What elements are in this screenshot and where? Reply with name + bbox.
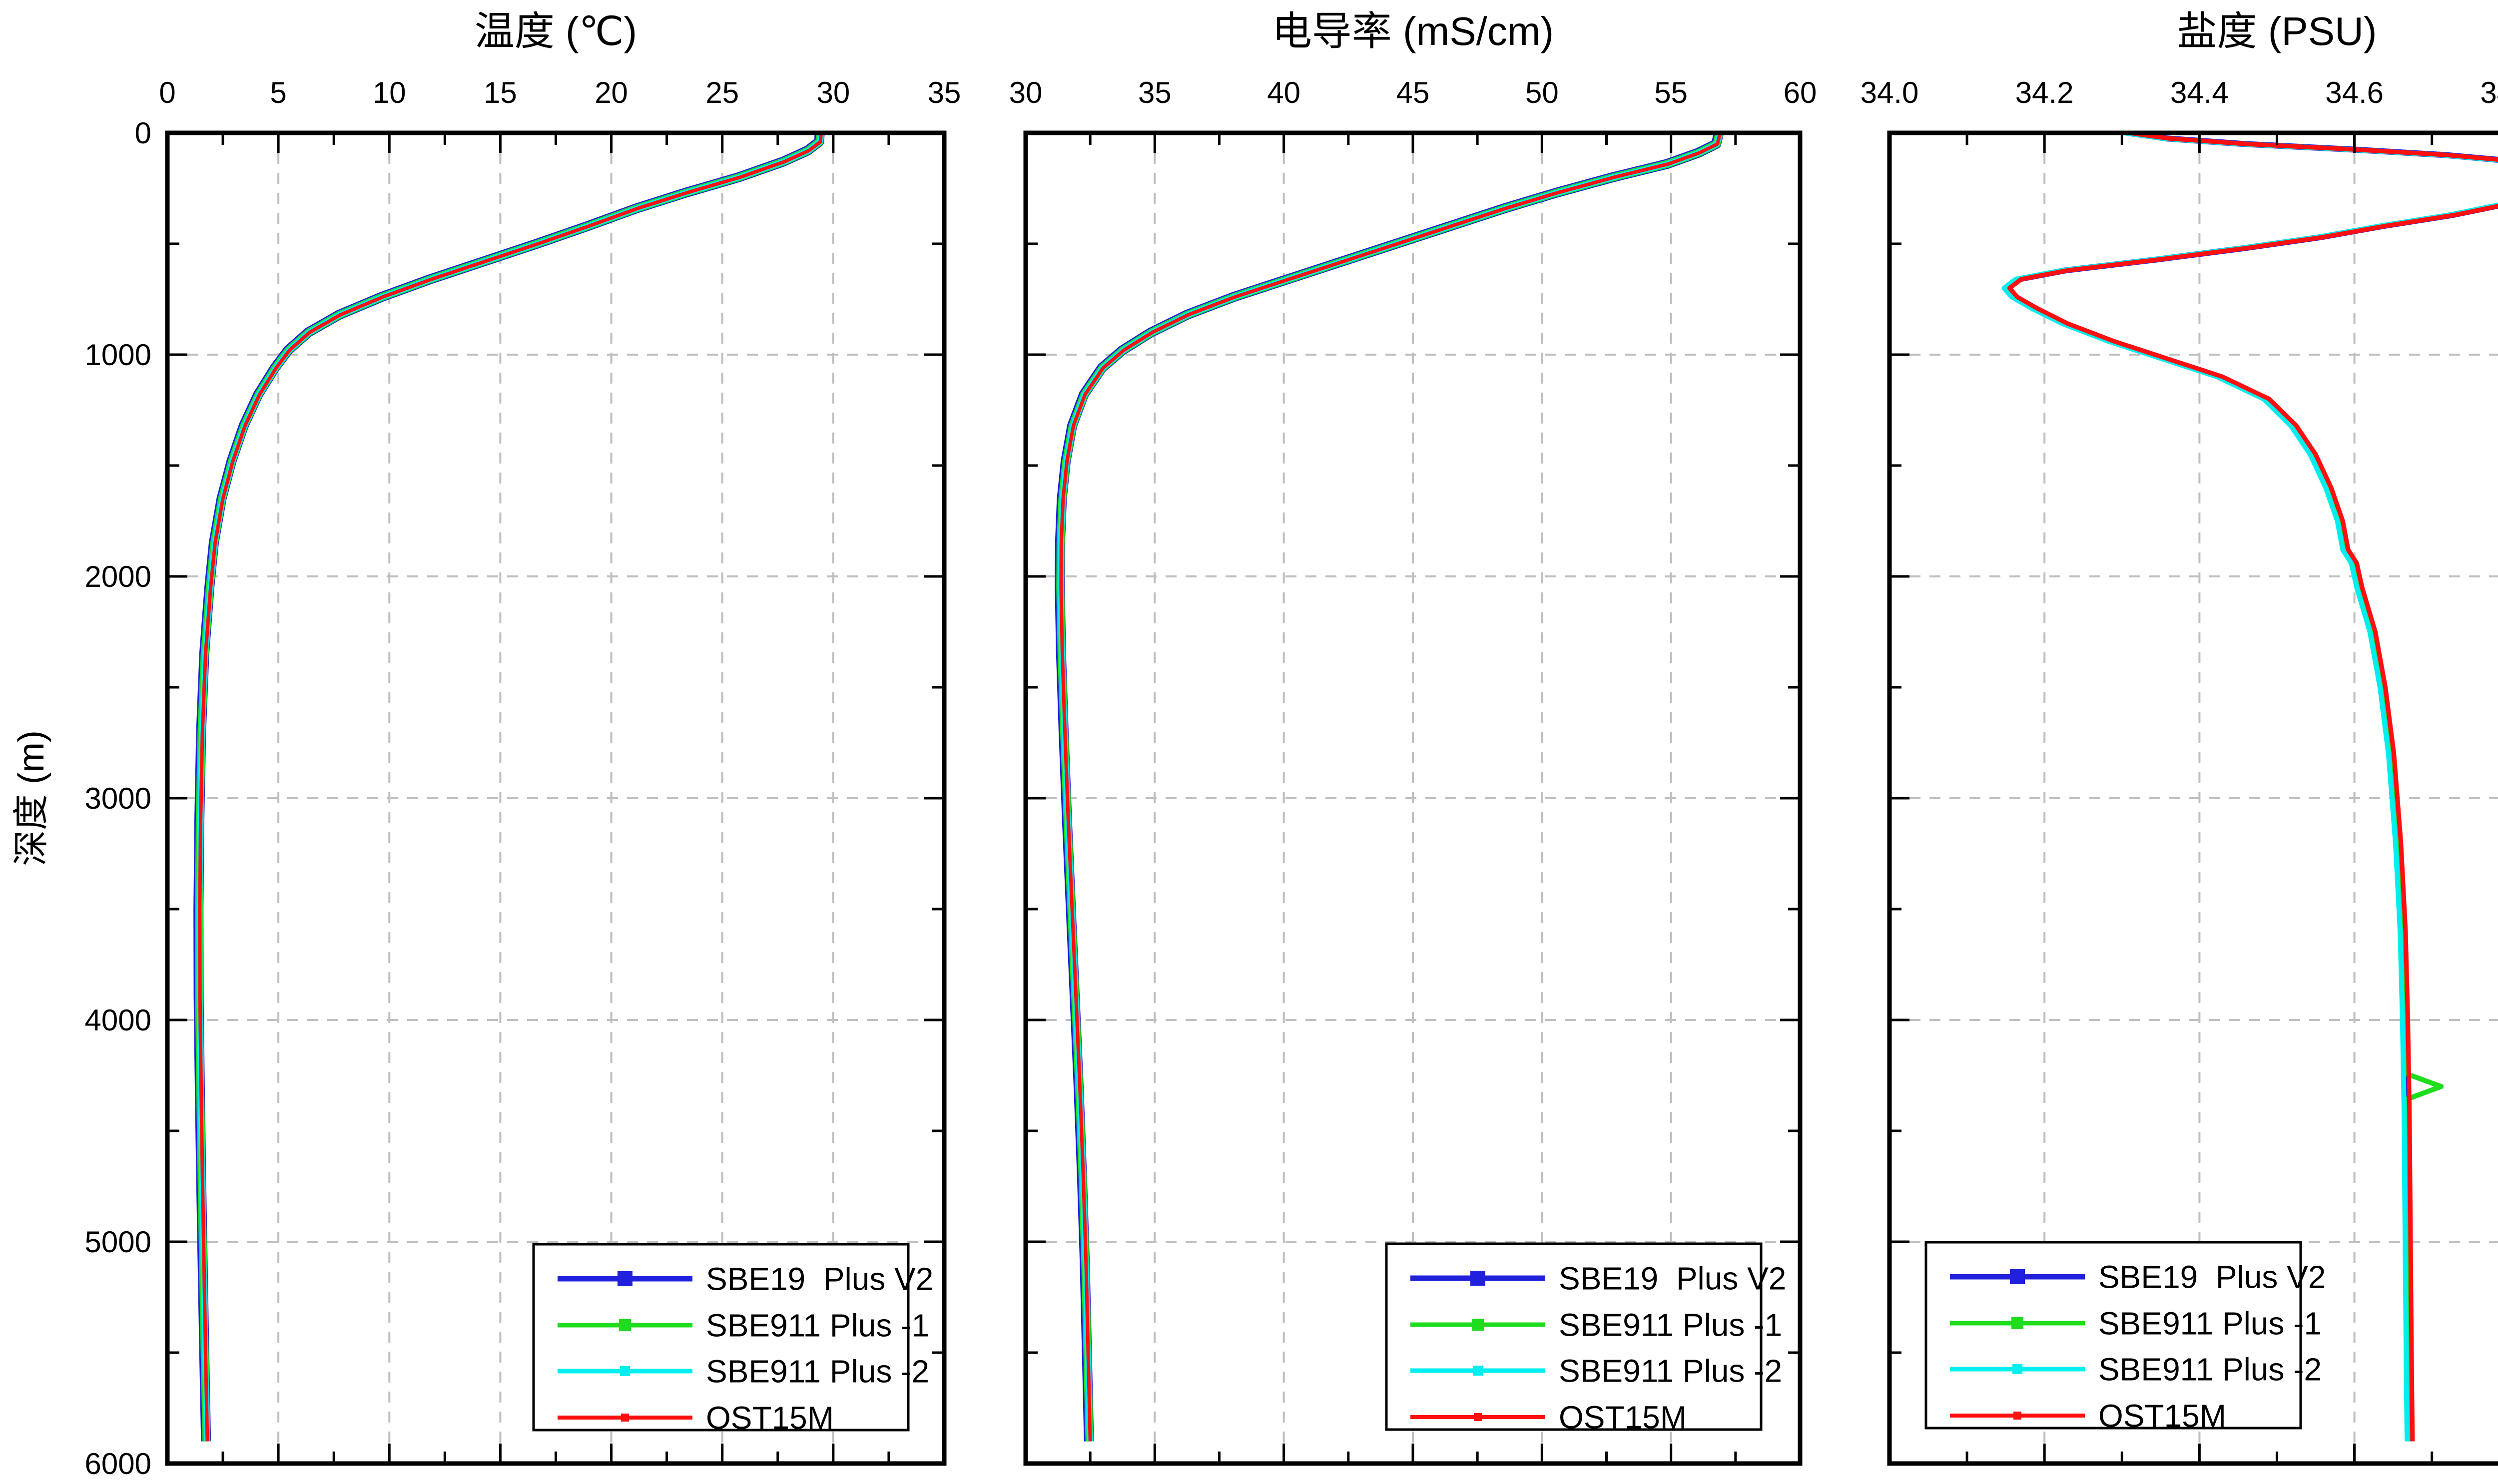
gridlines — [1026, 153, 1800, 1464]
profile-line-sbe911-plus--2 — [2001, 133, 2498, 1442]
x-tick-label: 34.6 — [2325, 76, 2384, 109]
profile-line-ost15m — [198, 133, 823, 1442]
x-tick-label: 34.0 — [1861, 76, 1919, 109]
legend-marker — [1472, 1319, 1484, 1331]
axis-title-1: 温度 (℃) — [475, 9, 637, 53]
x-tick-label: 35 — [928, 76, 961, 109]
legend-marker — [1473, 1366, 1483, 1376]
legend-label: SBE911 Plus -2 — [1559, 1353, 1782, 1389]
legend: SBE19 Plus V2 SBE911 Plus -1 SBE911 Plus -… — [532, 1243, 933, 1436]
legend-marker — [2012, 1364, 2022, 1374]
legend: SBE19 Plus V2 SBE911 Plus -1 SBE911 Plus -… — [1385, 1242, 1786, 1435]
legend-marker — [1470, 1271, 1485, 1286]
x-tick-label: 15 — [484, 76, 517, 109]
legend-marker — [2011, 1317, 2023, 1329]
axis-ticks — [1888, 131, 2434, 1465]
legend-label: SBE911 Plus -1 — [706, 1307, 929, 1343]
legend-marker — [621, 1414, 629, 1422]
x-tick-labels: 30 35 40 45 50 55 60 — [1009, 76, 1817, 109]
legend-label: SBE911 Plus -1 — [2098, 1305, 2322, 1341]
legend-label: SBE19 Plus V2 — [2098, 1259, 2326, 1295]
legend-marker — [619, 1319, 631, 1331]
legend-box — [1924, 1241, 2302, 1430]
x-tick-label: 0 — [159, 76, 175, 109]
x-tick-label: 34.2 — [2015, 76, 2074, 109]
panel-1: 0 5 10 15 20 25 30 35 温度 (℃) SBE19 Plus V2 SBE911 … — [159, 9, 961, 1466]
legend-label: OST15M — [2098, 1398, 2226, 1434]
x-tick-label: 55 — [1654, 76, 1688, 109]
x-tick-label: 34.4 — [2170, 76, 2229, 109]
y-tick-label: 6000 — [85, 1447, 151, 1481]
legend-label: SBE911 Plus -1 — [1559, 1307, 1782, 1343]
x-tick-label: 20 — [595, 76, 628, 109]
legend-marker — [1474, 1413, 1482, 1421]
y-tick-label: 3000 — [85, 782, 151, 815]
x-tick-labels: 34.034.234.434.634.835.0 — [1861, 76, 2498, 109]
legend-box — [532, 1243, 910, 1432]
x-tick-label: 45 — [1396, 76, 1430, 109]
y-tick-label: 5000 — [85, 1225, 151, 1259]
axis-title-3: 盐度 (PSU) — [2177, 9, 2377, 53]
gridlines — [167, 153, 944, 1464]
y-tick-label: 4000 — [85, 1003, 151, 1037]
legend-marker — [2013, 1412, 2021, 1420]
legend-marker — [618, 1271, 632, 1286]
y-tick-label: 1000 — [85, 338, 151, 372]
profile-line-ost15m — [2007, 133, 2498, 1442]
x-tick-label: 5 — [270, 76, 286, 109]
x-tick-label: 30 — [1009, 76, 1043, 109]
legend-label: SBE19 Plus V2 — [706, 1261, 933, 1297]
legend-box — [1385, 1242, 1763, 1431]
x-tick-labels: 0 5 10 15 20 25 30 35 — [159, 76, 961, 109]
axis-title-2: 电导率 (mS/cm) — [1272, 9, 1554, 53]
panel-3: 34.034.234.434.634.835.0盐度 (PSU)SBE19 Pl… — [1861, 9, 2498, 1466]
legend-label: SBE19 Plus V2 — [1559, 1260, 1786, 1296]
x-tick-label: 25 — [705, 76, 739, 109]
legend-label: SBE911 Plus -2 — [2098, 1351, 2322, 1387]
profile-line-ost15m — [1059, 133, 1722, 1442]
x-tick-label: 10 — [373, 76, 406, 109]
x-tick-label: 35 — [1138, 76, 1172, 109]
axis-ticks — [166, 131, 946, 1465]
y-axis-title: 深度 (m) — [11, 730, 51, 866]
y-tick-label: 0 — [135, 116, 151, 150]
series-curves — [1055, 133, 1724, 1442]
x-tick-label: 34.8 — [2480, 76, 2498, 109]
x-tick-label: 40 — [1267, 76, 1300, 109]
legend-label: OST15M — [706, 1400, 834, 1436]
series-curves — [193, 133, 825, 1442]
y-tick-label: 2000 — [85, 560, 151, 593]
x-tick-label: 30 — [816, 76, 850, 109]
x-tick-label: 60 — [1784, 76, 1817, 109]
legend: SBE19 Plus V2 SBE911 Plus -1 SBE911 Plus -… — [1924, 1241, 2326, 1434]
legend-marker — [2010, 1269, 2025, 1284]
legend-label: OST15M — [1559, 1399, 1687, 1435]
series-curves — [2001, 133, 2498, 1442]
legend-marker — [620, 1366, 630, 1376]
y-tick-labels: 0 1000 2000 3000 4000 5000 6000 — [85, 116, 151, 1481]
axis-ticks — [1024, 131, 1802, 1465]
legend-label: SBE911 Plus -2 — [706, 1353, 929, 1389]
x-tick-label: 50 — [1525, 76, 1559, 109]
